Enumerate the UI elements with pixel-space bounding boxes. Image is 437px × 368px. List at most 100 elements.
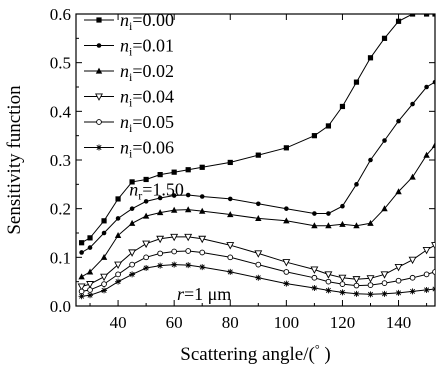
- data-point: [78, 293, 85, 300]
- data-point: [255, 261, 262, 268]
- data-point: [325, 222, 332, 229]
- legend-marker: [95, 93, 103, 101]
- legend-sub: i: [129, 96, 133, 110]
- data-point: [86, 268, 94, 275]
- data-point: [171, 193, 177, 198]
- x-tick-label: 140: [386, 313, 412, 332]
- annotation-1: r=1 μm: [177, 284, 231, 304]
- data-point: [170, 233, 179, 242]
- data-point: [199, 164, 205, 170]
- data-point: [283, 280, 290, 287]
- data-point: [171, 248, 178, 255]
- x-axis-label-close: ): [320, 344, 331, 365]
- data-point: [199, 194, 205, 199]
- data-point: [171, 169, 177, 175]
- data-point: [199, 249, 206, 256]
- data-point: [339, 289, 346, 296]
- data-point: [100, 273, 108, 282]
- data-point: [78, 273, 85, 280]
- y-tick-label: 0.5: [50, 54, 71, 73]
- data-point: [87, 287, 93, 293]
- data-point: [129, 206, 135, 211]
- data-point: [101, 230, 107, 236]
- legend-marker: [96, 17, 102, 23]
- data-point: [129, 261, 135, 268]
- legend-item-1: ni=0.01: [84, 36, 174, 59]
- y-tick-label: 0.1: [50, 248, 71, 267]
- annotation-0: nr=1.50: [129, 180, 184, 203]
- legend-label: ni=0.02: [120, 61, 174, 84]
- data-point: [381, 280, 388, 286]
- series-1: [79, 79, 435, 255]
- legend-sub: i: [129, 45, 133, 59]
- data-point: [353, 222, 360, 229]
- x-tick-label: 100: [274, 313, 300, 332]
- data-point: [198, 235, 207, 244]
- data-point: [143, 254, 149, 261]
- data-point: [128, 249, 137, 257]
- data-point: [114, 232, 122, 239]
- data-point: [199, 264, 206, 271]
- data-point: [395, 289, 402, 296]
- data-point: [227, 211, 234, 218]
- data-point: [184, 206, 192, 213]
- data-point: [284, 206, 289, 211]
- data-point: [115, 271, 121, 278]
- data-point: [395, 277, 402, 284]
- data-point: [170, 206, 178, 213]
- data-point: [128, 219, 136, 226]
- data-point: [87, 235, 93, 241]
- data-point: [394, 264, 403, 272]
- data-point: [431, 142, 435, 148]
- data-point: [368, 157, 373, 163]
- legend-item-3: ni=0.04: [84, 87, 174, 110]
- data-point: [86, 281, 94, 289]
- x-tick-label: 40: [110, 313, 127, 332]
- data-point: [254, 250, 263, 258]
- data-point: [312, 211, 317, 216]
- data-point: [157, 195, 163, 201]
- data-point: [143, 265, 150, 272]
- data-point: [409, 274, 416, 281]
- legend-item-5: ni=0.06: [84, 138, 174, 161]
- legend-val: =0.06: [132, 138, 174, 158]
- legend-val: =0.01: [132, 36, 174, 56]
- data-point: [353, 290, 360, 297]
- series-5: [78, 261, 435, 300]
- data-point: [354, 182, 359, 187]
- data-point: [310, 266, 319, 274]
- data-point: [157, 262, 164, 269]
- data-point: [101, 287, 108, 294]
- x-axis-label-text: Scattering angle/(: [180, 344, 315, 365]
- series-3: [77, 233, 435, 291]
- data-point: [101, 218, 107, 224]
- legend-var: n: [120, 36, 129, 56]
- legend-label: ni=0.04: [120, 87, 174, 110]
- legend-sub: i: [129, 121, 133, 135]
- data-point: [157, 250, 163, 257]
- data-point: [143, 199, 149, 204]
- data-point: [282, 259, 291, 267]
- legend-item-0: ni=0.00: [84, 10, 174, 33]
- data-point: [142, 212, 150, 219]
- data-point: [311, 222, 318, 229]
- data-point: [382, 138, 387, 143]
- data-point: [283, 217, 290, 224]
- data-point: [114, 261, 123, 269]
- data-point: [352, 276, 361, 284]
- data-point: [423, 151, 430, 158]
- data-point: [79, 240, 85, 246]
- series-0: [79, 14, 435, 246]
- data-point: [157, 172, 163, 178]
- data-point: [325, 287, 332, 294]
- axes: 40 60 80 100 120 140 0.0 0.1 0.2 0.3 0.4 0.5 0.6: [50, 5, 436, 332]
- data-point: [432, 79, 435, 85]
- data-point: [115, 216, 121, 221]
- legend-val: =0.05: [132, 112, 174, 132]
- legend-label: ni=0.06: [120, 138, 174, 161]
- legend: ni=0.00ni=0.01ni=0.02ni=0.04ni=0.05ni=0.…: [84, 10, 174, 161]
- data-point: [396, 118, 401, 124]
- data-point: [311, 274, 318, 281]
- data-point: [283, 269, 290, 275]
